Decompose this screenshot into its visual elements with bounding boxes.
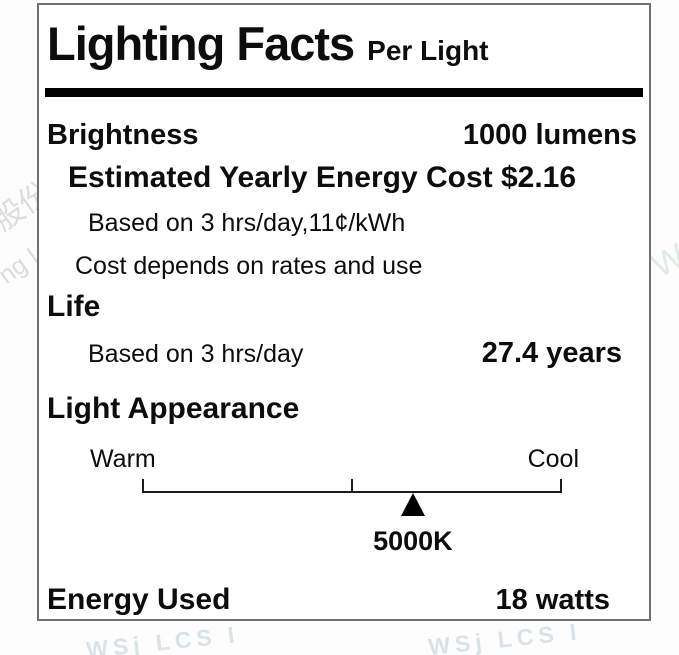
cool-label: Cool [527,445,579,473]
header-divider [45,88,643,97]
energy-cost-basis: Based on 3 hrs/day,11¢/kWh [88,209,406,237]
scale-tick-left [142,479,144,493]
scale-tick-middle [351,479,353,493]
energy-used-value: 18 watts [495,584,610,616]
life-row: Based on 3 hrs/day 27.4 years [88,337,622,370]
brightness-value: 1000 lumens [462,119,637,151]
watermark-bottom-left: WSj LCS I [85,621,241,655]
energy-used-row: Energy Used 18 watts [47,583,610,617]
energy-cost-line: Estimated Yearly Energy Cost $2.16 [68,161,577,194]
lighting-facts-label: Lighting Facts Per Light Brightness 1000… [37,3,651,621]
brightness-row: Brightness 1000 lumens [47,119,637,152]
label-header: Lighting Facts Per Light [47,18,489,70]
energy-used-label: Energy Used [47,583,231,616]
scale-pointer-icon [400,493,425,516]
warm-label: Warm [90,445,156,473]
label-title: Lighting Facts [47,17,355,70]
warm-cool-row: Warm Cool [90,445,579,474]
label-subtitle: Per Light [367,35,489,66]
scale-tick-right [560,479,562,493]
brightness-label: Brightness [47,119,199,151]
color-temperature-value: 5000K [373,526,453,556]
life-value: 27.4 years [481,337,622,369]
life-heading: Life [47,290,101,323]
life-basis: Based on 3 hrs/day [88,340,304,368]
cost-disclaimer: Cost depends on rates and use [75,252,423,280]
color-temperature-scale: 5000K [142,479,562,569]
light-appearance-heading: Light Appearance [47,392,300,425]
watermark-bottom-right: WSj LCS I [427,618,583,655]
